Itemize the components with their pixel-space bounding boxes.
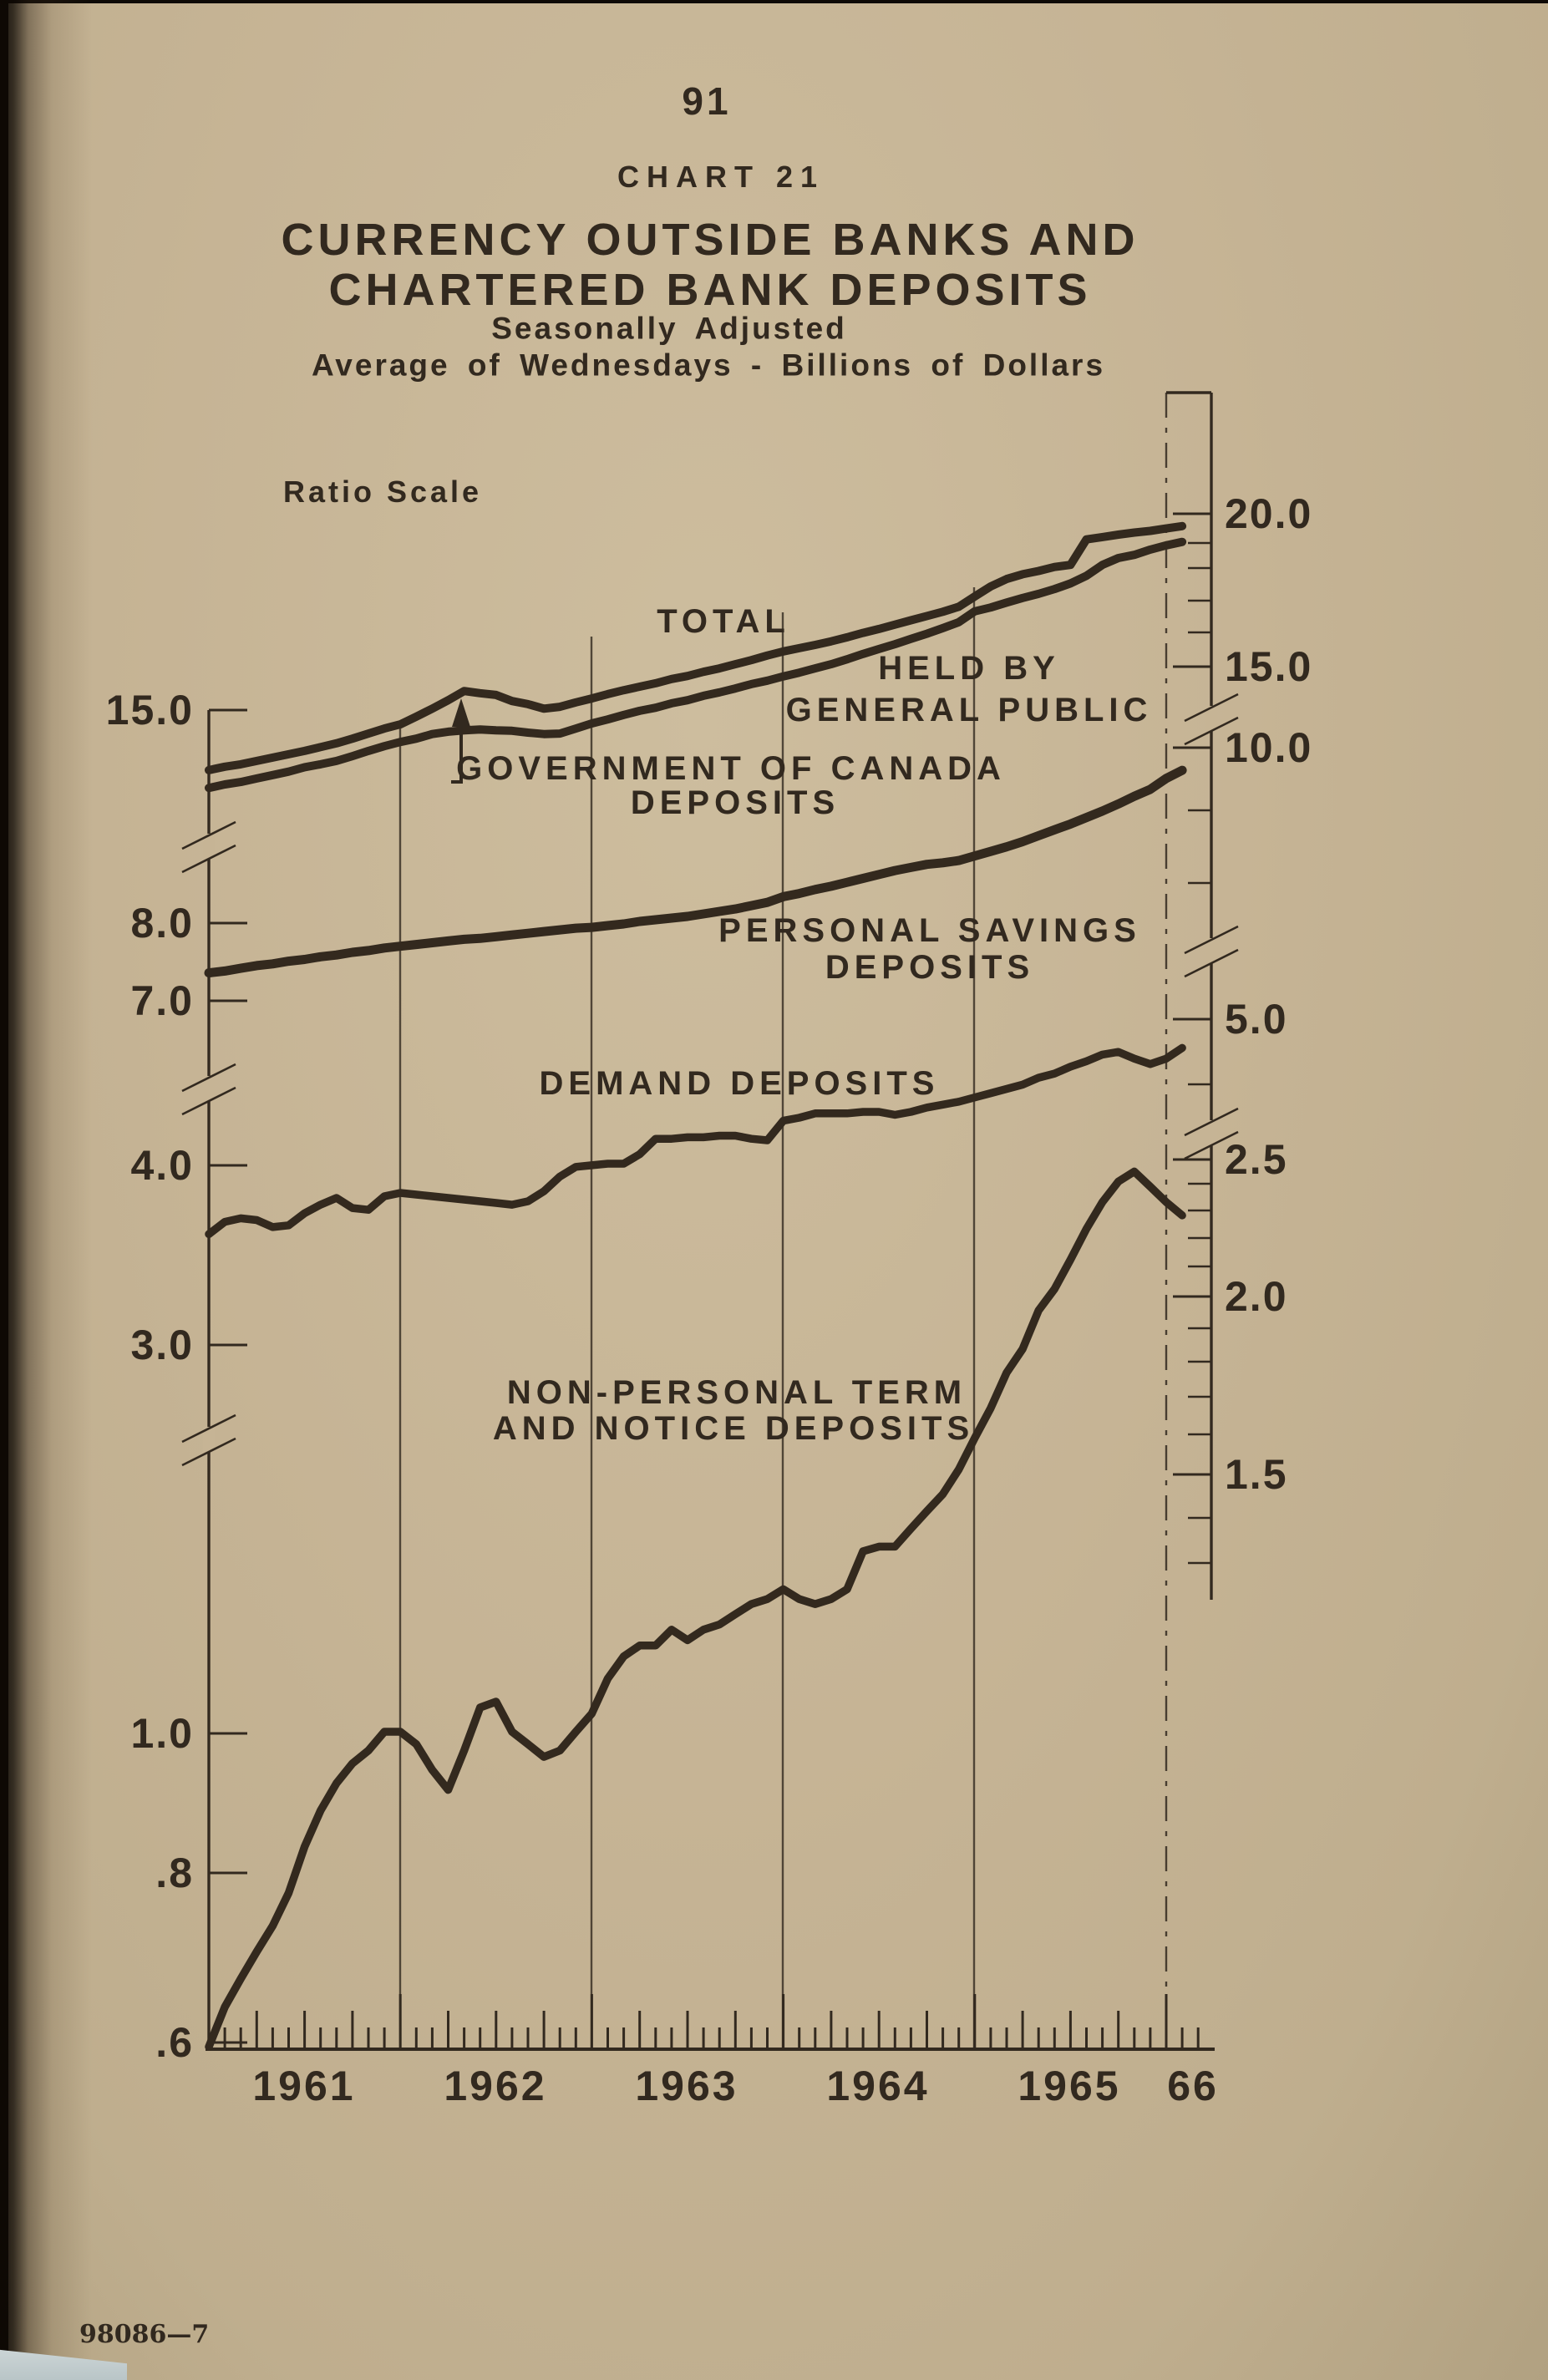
govt-deposits-arrow-shaft [451, 717, 463, 784]
curve-personal_savings_deposits [204, 765, 1187, 978]
right-axis-label-2.0: 2.0 [1225, 1273, 1288, 1320]
series-label-held-line1: HELD BY [878, 650, 1060, 687]
left-axis-label-3.0: 3.0 [130, 1322, 194, 1368]
left-axis-break [181, 1063, 236, 1093]
x-axis-year-1964: 1964 [826, 2063, 929, 2109]
x-axis-year-66: 66 [1167, 2063, 1219, 2109]
left-axis-break [181, 1086, 236, 1116]
right-axis-break [1184, 716, 1239, 746]
chart-subtitle-2: Average of Wednesdays - Billions of Doll… [311, 348, 1106, 383]
left-axis-break [181, 1413, 236, 1444]
right-axis-label-20.0: 20.0 [1225, 490, 1312, 537]
chart-subtitle-1: Seasonally Adjusted [491, 311, 847, 346]
series-label-savings-line2: DEPOSITS [825, 949, 1035, 986]
page-number: 91 [682, 79, 732, 123]
right-axis-label-15.0: 15.0 [1225, 643, 1312, 690]
left-axis-break-gap [203, 1427, 215, 1452]
left-axis-label-1.0: 1.0 [130, 1710, 194, 1757]
left-axis-label-.8: .8 [155, 1850, 194, 1896]
series-label-total: TOTAL [657, 603, 790, 640]
right-axis-break-gap [1205, 706, 1217, 731]
x-axis-year-1961: 1961 [252, 2063, 355, 2109]
x-axis-year-1962: 1962 [444, 2063, 546, 2109]
series-label-demand: DEMAND DEPOSITS [539, 1065, 940, 1102]
x-axis-year-1965: 1965 [1018, 2063, 1120, 2109]
right-axis-break [1184, 1130, 1239, 1160]
series-label-govt-line1: GOVERNMENT OF CANADA [456, 750, 1006, 787]
book-gutter-shadow [0, 0, 100, 2380]
right-axis-break-gap [1205, 938, 1217, 963]
right-axis-break [1184, 1107, 1239, 1137]
curve-held_by_general_public [205, 537, 1187, 793]
left-axis-break-gap [203, 834, 215, 859]
left-axis-break [181, 844, 236, 874]
ratio-scale-note: Ratio Scale [282, 474, 483, 509]
series-label-nonpersonal-line1: NON-PERSONAL TERM [506, 1374, 967, 1411]
govt-deposits-arrow-head [452, 698, 470, 727]
curve-total [205, 521, 1187, 774]
left-axis-label-.6: .6 [155, 2019, 194, 2066]
left-axis-break-gap [203, 1076, 215, 1101]
left-axis-break [181, 820, 236, 850]
series-label-nonpersonal-line2: AND NOTICE DEPOSITS [492, 1410, 975, 1447]
left-axis-label-7.0: 7.0 [130, 977, 194, 1024]
right-axis-label-2.5: 2.5 [1225, 1136, 1288, 1183]
left-axis-break [181, 1437, 236, 1467]
chart-title-line2: CHARTERED BANK DEPOSITS [328, 265, 1092, 315]
right-axis-break-gap [1205, 1120, 1217, 1145]
series-label-savings-line1: PERSONAL SAVINGS [718, 912, 1141, 949]
left-axis-label-8.0: 8.0 [130, 900, 194, 946]
paper-background [8, 3, 1548, 2380]
right-axis-label-1.5: 1.5 [1225, 1451, 1288, 1498]
chart-title-line1: CURRENCY OUTSIDE BANKS AND [281, 215, 1139, 265]
left-axis-label-15.0: 15.0 [106, 687, 194, 733]
curve-non_personal_term_notice [205, 1167, 1186, 2051]
right-axis-break [1184, 948, 1239, 978]
left-axis-label-4.0: 4.0 [130, 1142, 194, 1189]
chart-label: CHART 21 [617, 160, 825, 194]
right-axis-break [1184, 925, 1239, 955]
series-label-govt-line2: DEPOSITS [630, 784, 840, 821]
print-code: 98086—7 [79, 2320, 210, 2349]
right-axis-break [1184, 693, 1239, 723]
right-axis-label-5.0: 5.0 [1225, 996, 1288, 1043]
series-label-held-line2: GENERAL PUBLIC [785, 692, 1153, 728]
curve-demand_deposits [205, 1043, 1186, 1239]
x-axis-year-1963: 1963 [635, 2063, 738, 2109]
right-axis-label-10.0: 10.0 [1225, 724, 1312, 771]
